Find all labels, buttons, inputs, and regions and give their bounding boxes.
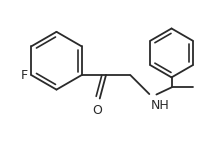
Text: F: F: [21, 69, 28, 82]
Text: O: O: [93, 104, 102, 117]
Text: NH: NH: [151, 98, 170, 111]
